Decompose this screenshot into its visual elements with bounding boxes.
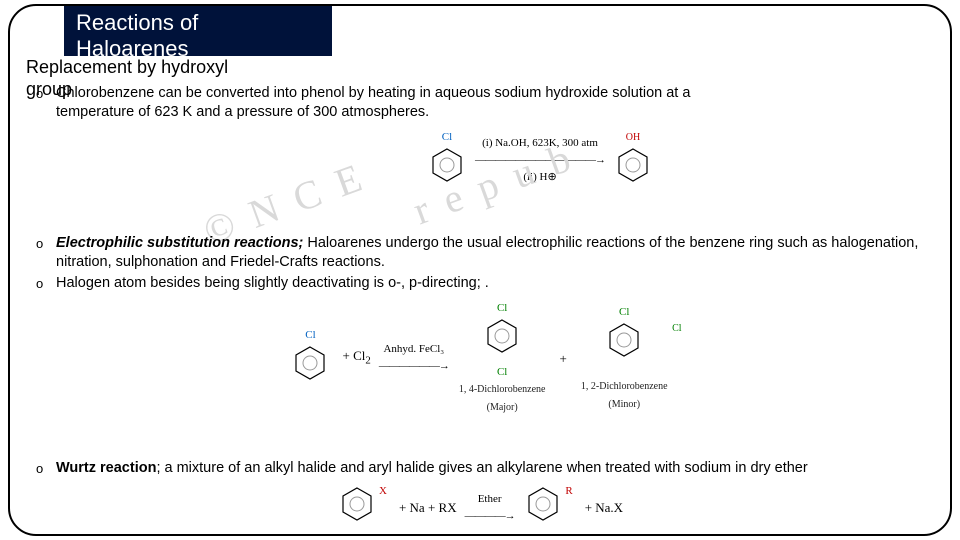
r2-p2-cap1: 1, 2-Dichlorobenzene	[581, 377, 668, 396]
benzene-icon	[606, 320, 642, 360]
gap-1	[30, 206, 930, 234]
bullet-list: Chlorobenzene can be converted into phen…	[30, 84, 930, 122]
slide: Reactions of Haloarenes Replacement by h…	[0, 0, 960, 540]
bullet1-text-a: Chlorobenzene can be converted into phen…	[56, 85, 690, 101]
r2-plus1-sub: 2	[365, 354, 370, 366]
r1-arrow-line: ————————————→	[475, 151, 605, 170]
bullet4-rest: ; a mixture of an alkyl halide and aryl …	[156, 460, 807, 476]
bullet-list-2: Electrophilic substitution reactions; Ha…	[30, 234, 930, 293]
bullet4-strong: Wurtz reaction	[56, 460, 156, 476]
bullet3-text: Halogen atom besides being slightly deac…	[56, 275, 489, 291]
r2-plus1: + Cl2	[342, 346, 370, 371]
benzene-icon	[615, 145, 651, 185]
r3-right-r: R	[565, 482, 572, 501]
r1-product: OH	[615, 128, 651, 192]
r3-reactant: X	[339, 484, 375, 531]
r2-plus1-text: + Cl	[342, 348, 365, 363]
r1-arrow: (i) Na.OH, 623K, 300 atm ————————————→ (…	[475, 134, 605, 187]
subtitle-line1: Replacement by hydroxyl	[26, 57, 228, 77]
reaction-2: Cl + Cl2 Anhyd. FeCl₃ ——————→ Cl Cl 1, 4…	[30, 299, 930, 417]
bullet-4: Wurtz reaction; a mixture of an alkyl ha…	[30, 459, 930, 478]
r3-arrow: Ether ————→	[465, 490, 515, 526]
benzene-icon	[484, 316, 520, 356]
reaction-1: Cl (i) Na.OH, 623K, 300 atm ————————————…	[150, 128, 930, 192]
r2-arrow: Anhyd. FeCl₃ ——————→	[379, 340, 449, 376]
r1-reactant: Cl	[429, 128, 465, 192]
r2-p1-cap2: (Major)	[459, 398, 546, 417]
r3-mid: + Na + RX	[399, 498, 457, 517]
bullet-2: Electrophilic substitution reactions; Ha…	[30, 234, 930, 272]
benzene-icon	[339, 484, 375, 524]
r2-plus2: +	[560, 349, 567, 368]
r3-arrow-line: ————→	[465, 507, 515, 526]
r2-p1-cap1: 1, 4-Dichlorobenzene	[459, 380, 546, 399]
reaction-3: X + Na + RX Ether ————→ R + Na.X	[30, 484, 930, 531]
benzene-icon	[525, 484, 561, 524]
r2-product1: Cl Cl 1, 4-Dichlorobenzene (Major)	[459, 299, 546, 417]
title-line1: Reactions of	[76, 10, 322, 36]
r3-product: R	[525, 484, 561, 531]
r2-product2: Cl Cl 1, 2-Dichlorobenzene (Minor)	[581, 303, 668, 414]
gap-2	[30, 431, 930, 459]
bullet-list-3: Wurtz reaction; a mixture of an alkyl ha…	[30, 459, 930, 478]
bullet2-strong: Electrophilic substitution reactions;	[56, 235, 303, 251]
bullet-1: Chlorobenzene can be converted into phen…	[30, 84, 930, 122]
r3-left-x: X	[379, 482, 387, 501]
r2-reactant: Cl	[292, 326, 328, 390]
r2-p2-cap2: (Minor)	[581, 395, 668, 414]
bullet1-text-b: temperature of 623 K and a pressure of 3…	[56, 103, 930, 122]
content-area: © N C E r e p u b Chlorobenzene can be c…	[30, 84, 930, 530]
r1-cond-bot: (ii) H⊕	[475, 168, 605, 187]
benzene-icon	[292, 343, 328, 383]
r2-arrow-line: ——————→	[379, 357, 449, 376]
r3-tail: + Na.X	[585, 498, 623, 517]
r1-cond-top: (i) Na.OH, 623K, 300 atm	[475, 134, 605, 153]
bullet-3: Halogen atom besides being slightly deac…	[30, 274, 930, 293]
benzene-icon	[429, 145, 465, 185]
r2-p2-side: Cl	[672, 319, 681, 338]
